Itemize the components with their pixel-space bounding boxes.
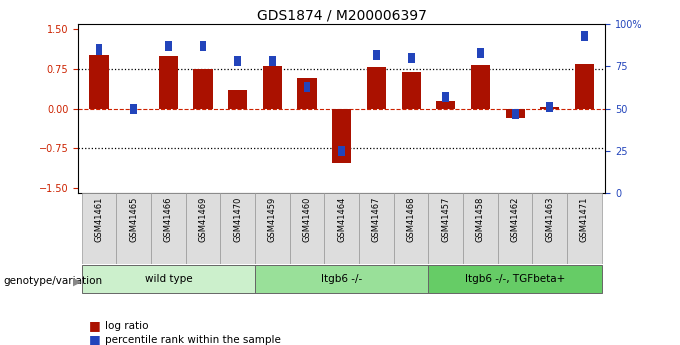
Text: Itgb6 -/-: Itgb6 -/- [321,274,362,284]
Bar [575,64,594,109]
Bar [498,193,532,264]
Bar [511,109,519,119]
Bar [82,193,116,264]
Bar [290,193,324,264]
Bar [442,92,449,102]
Bar [228,90,248,109]
Text: GSM41462: GSM41462 [511,197,520,242]
Bar [477,48,484,58]
Bar [532,193,567,264]
Bar [255,193,290,264]
Bar [394,193,428,264]
Bar [82,266,255,293]
Bar [303,82,311,92]
Text: GSM41466: GSM41466 [164,197,173,242]
Bar [159,56,178,109]
Bar [463,193,498,264]
Bar [471,65,490,109]
Bar [116,193,151,264]
Bar [367,68,386,109]
Bar [151,193,186,264]
Bar [546,102,554,112]
Text: GSM41467: GSM41467 [372,197,381,242]
Text: GSM41459: GSM41459 [268,197,277,242]
Bar [186,193,220,264]
Text: percentile rank within the sample: percentile rank within the sample [105,335,282,345]
Bar [428,266,602,293]
Text: genotype/variation: genotype/variation [3,276,103,286]
Text: GSM41461: GSM41461 [95,197,103,242]
Bar [199,41,207,51]
Text: GSM41460: GSM41460 [303,197,311,242]
Bar [359,193,394,264]
Bar [234,56,241,66]
Bar [297,78,317,109]
Bar [324,193,359,264]
Text: log ratio: log ratio [105,321,149,331]
Text: Itgb6 -/-, TGFbeta+: Itgb6 -/-, TGFbeta+ [465,274,565,284]
Bar [540,107,559,109]
Text: GSM41469: GSM41469 [199,197,207,242]
Text: GSM41468: GSM41468 [407,197,415,242]
Bar [505,109,524,118]
Bar [165,41,172,51]
Text: GSM41458: GSM41458 [476,197,485,242]
Bar [373,50,380,60]
Text: wild type: wild type [145,274,192,284]
Bar [130,104,137,114]
Text: GSM41463: GSM41463 [545,197,554,242]
Bar [567,193,602,264]
Bar [407,53,415,63]
Text: GSM41457: GSM41457 [441,197,450,242]
Text: GSM41464: GSM41464 [337,197,346,242]
Bar [95,45,103,55]
Bar [263,66,282,109]
Bar [428,193,463,264]
Bar [338,146,345,156]
Bar [220,193,255,264]
Text: GSM41471: GSM41471 [580,197,589,242]
Bar [436,101,455,109]
Text: ■: ■ [88,333,100,345]
Text: ▶: ▶ [73,276,82,286]
Bar [332,109,352,162]
Bar [194,69,213,109]
Bar [269,56,276,66]
Bar [255,266,428,293]
Title: GDS1874 / M200006397: GDS1874 / M200006397 [257,9,426,23]
Text: ■: ■ [88,319,100,333]
Text: GSM41465: GSM41465 [129,197,138,242]
Bar [581,31,588,41]
Text: GSM41470: GSM41470 [233,197,242,242]
Bar [90,55,109,109]
Bar [401,72,420,109]
